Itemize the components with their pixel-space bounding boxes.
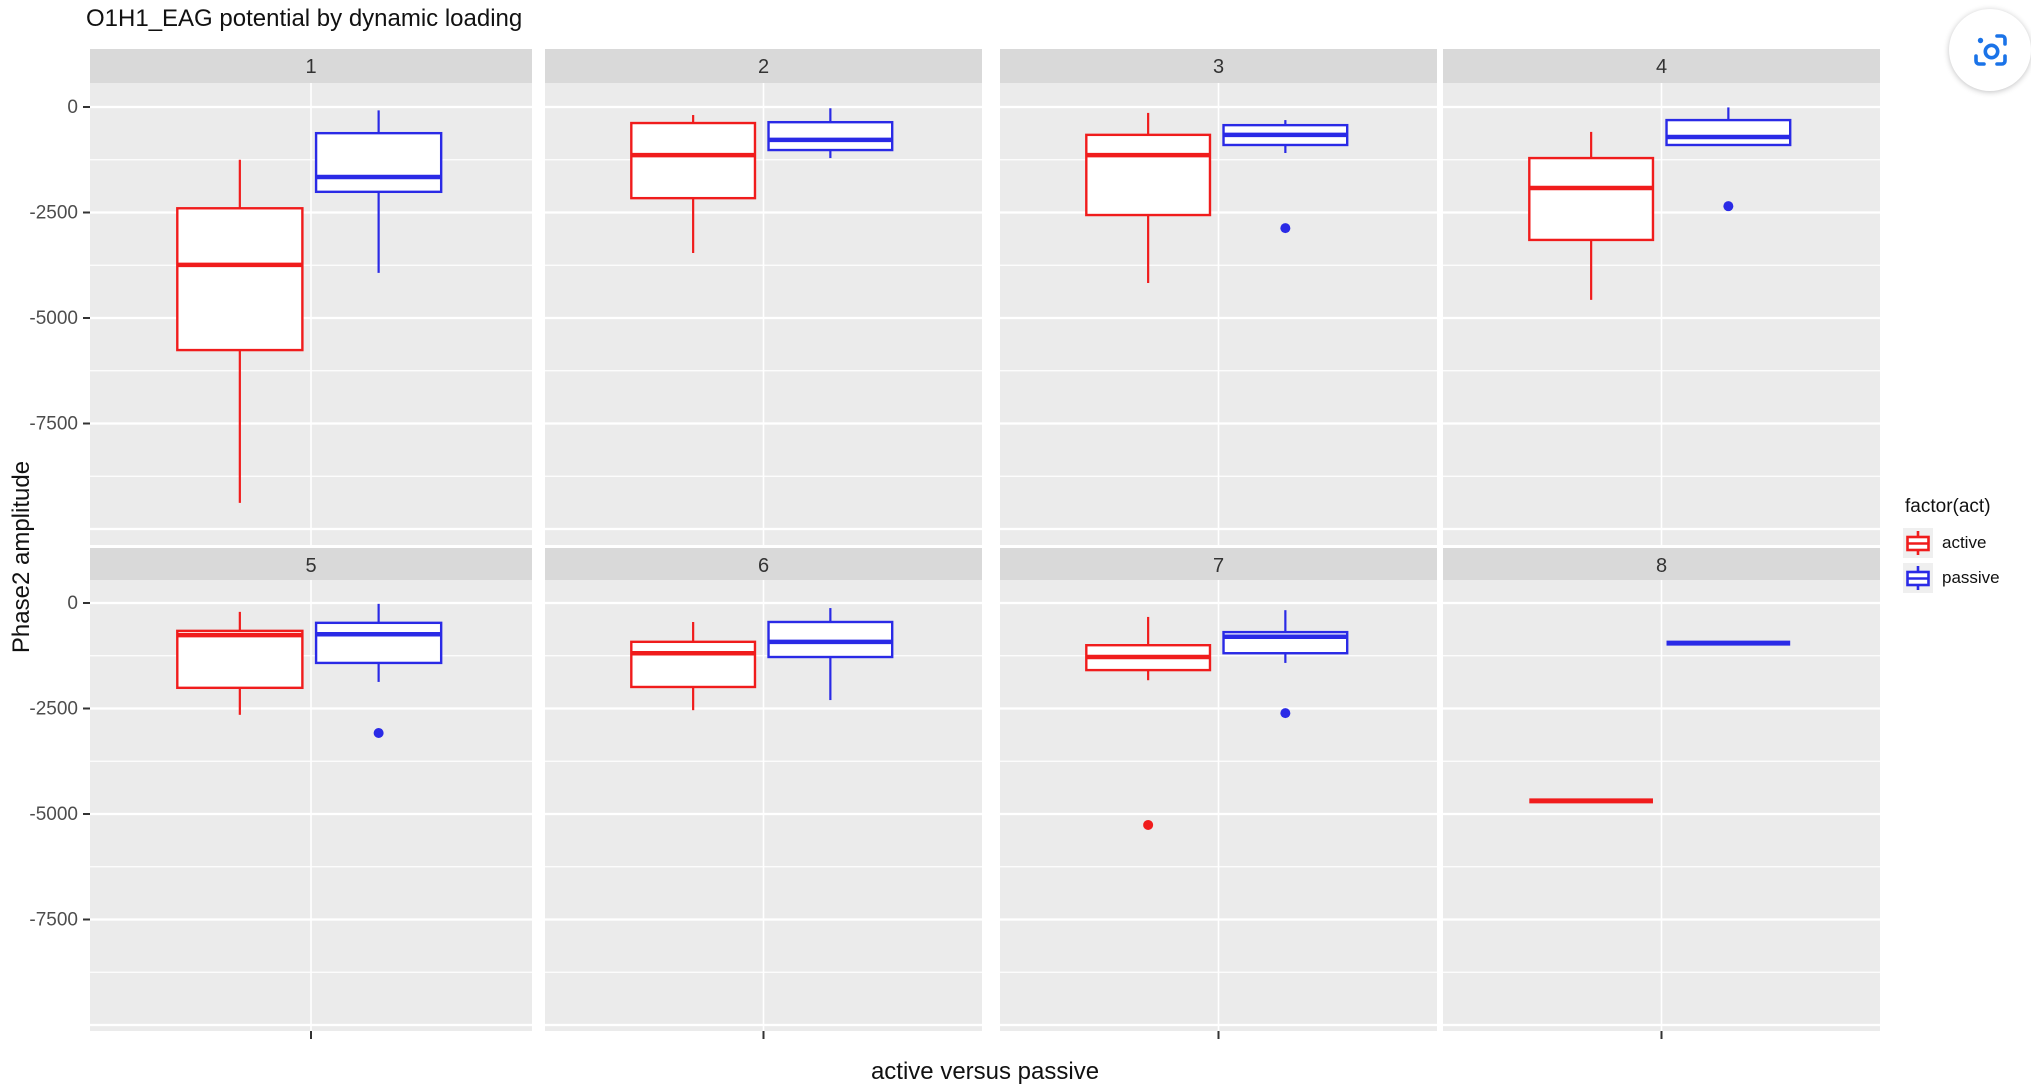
box-iqr [767, 120, 894, 152]
x-axis-title: active versus passive [870, 1058, 1100, 1085]
outlier-point [1723, 201, 1734, 212]
facet-strip-label: 6 [758, 555, 769, 577]
boxplot-passive [1222, 120, 1349, 234]
outlier-point [373, 727, 384, 738]
legend-item-label: active [1942, 533, 1987, 552]
legend-item-active: active [1903, 528, 2031, 558]
box-iqr [630, 121, 757, 200]
legend-items: active passive [1903, 528, 2031, 593]
boxplot-active [176, 611, 304, 715]
box-iqr [630, 640, 757, 689]
facet-strip [1443, 548, 1880, 582]
legend: factor(act) active passive [1903, 496, 2031, 598]
boxplot-active [176, 159, 304, 503]
facet-strip-label: 4 [1656, 56, 1667, 78]
outlier-point [1280, 223, 1291, 234]
facet-strip [1443, 49, 1880, 83]
legend-title: factor(act) [1905, 496, 1991, 517]
box-iqr [314, 131, 443, 194]
boxplot-active [1085, 616, 1212, 830]
facet-strip [90, 49, 532, 83]
box-iqr [1528, 156, 1655, 242]
y-tick-label: -7500 [29, 910, 78, 931]
facet-strip [545, 49, 982, 83]
y-tick-label: 0 [67, 97, 78, 118]
box-iqr [1665, 118, 1792, 147]
legend-key-boxplot-icon [1903, 528, 1933, 558]
facet-strip [1000, 548, 1437, 582]
y-tick-label: 0 [67, 593, 78, 614]
outlier-point [1143, 819, 1154, 830]
boxplot-passive [767, 608, 894, 701]
boxplot-active [630, 115, 757, 254]
y-axis-title: Phase2 amplitude [8, 460, 35, 654]
boxplot-passive [767, 108, 894, 159]
box-iqr [314, 621, 443, 665]
facet-strip [1000, 49, 1437, 83]
box-iqr [1085, 133, 1212, 217]
boxplot-passive [314, 110, 443, 273]
boxplot-active [1085, 112, 1212, 283]
legend-key-boxplot-icon [1903, 563, 1933, 593]
facet-strip-label: 1 [305, 56, 316, 78]
y-tick-label: -5000 [29, 804, 78, 825]
box-iqr [176, 207, 304, 352]
boxplot-passive [314, 603, 443, 738]
chart-title: O1H1_EAG potential by dynamic loading [86, 5, 523, 32]
legend-item-passive: passive [1903, 563, 2031, 593]
boxplot-active [1528, 131, 1655, 300]
screenshot-capture-icon [1968, 28, 2012, 72]
y-tick-label: -7500 [29, 414, 78, 435]
facet-strip-label: 3 [1213, 56, 1224, 78]
boxplot-passive [1222, 610, 1349, 719]
facet-strip [90, 548, 532, 582]
outlier-point [1280, 708, 1291, 719]
facet-strip-label: 8 [1656, 555, 1667, 577]
y-tick-label: -2500 [29, 203, 78, 224]
y-tick-label: -5000 [29, 308, 78, 329]
legend-item-label: passive [1942, 568, 2000, 587]
box-iqr [176, 629, 304, 690]
y-tick-label: -2500 [29, 699, 78, 720]
facet-strip-label: 7 [1213, 555, 1224, 577]
facet-strip [545, 548, 982, 582]
facet-strip-label: 5 [305, 555, 316, 577]
box-iqr [767, 620, 894, 659]
facet-strip-label: 2 [758, 56, 769, 78]
screenshot-capture-button[interactable] [1949, 9, 2031, 91]
boxplot-passive [1665, 107, 1792, 212]
boxplot-active [630, 621, 757, 711]
